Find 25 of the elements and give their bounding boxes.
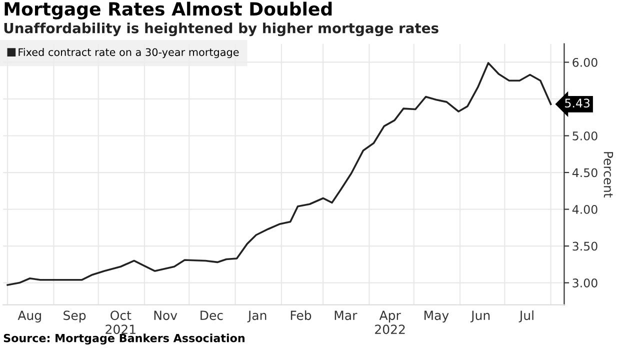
x-tick-label: Sep [64, 310, 86, 322]
x-tick-label: Nov [154, 310, 178, 320]
line-series [6, 62, 552, 286]
y-axis-title: Percent [604, 152, 614, 198]
chart-title: Mortgage Rates Almost Doubled [4, 2, 332, 20]
legend-label: Fixed contract rate on a 30-year mortgage [18, 48, 239, 58]
x-tick-label: Feb [290, 310, 312, 320]
annotation: 5.43 [565, 98, 590, 108]
x-tick-label: Apr 2022 [375, 310, 405, 334]
x-tick-label: Jun [470, 310, 490, 322]
y-tick-label: 4.00 [572, 204, 598, 214]
y-tick-label: 3.50 [572, 242, 598, 251]
source-note: Source: Mortgage Bankers Association [4, 334, 244, 345]
x-tick-label: Aug [18, 310, 41, 322]
x-tick-label: Mar [334, 310, 358, 320]
x-tick-label: Jan [247, 310, 266, 322]
x-tick-label: May [424, 310, 449, 322]
y-tick-label: 5.00 [572, 131, 598, 140]
y-tick-label: 4.50 [572, 168, 598, 178]
chart-subtitle: Unaffordability is heightened by higher mortgage rates [4, 22, 438, 36]
y-tick-label: 6.00 [572, 58, 598, 67]
x-tick-label: Jul [518, 310, 534, 322]
x-tick-label: Dec [200, 310, 223, 320]
x-tick-label: Oct 2021 [106, 310, 136, 334]
y-tick-label: 3.00 [572, 278, 598, 288]
